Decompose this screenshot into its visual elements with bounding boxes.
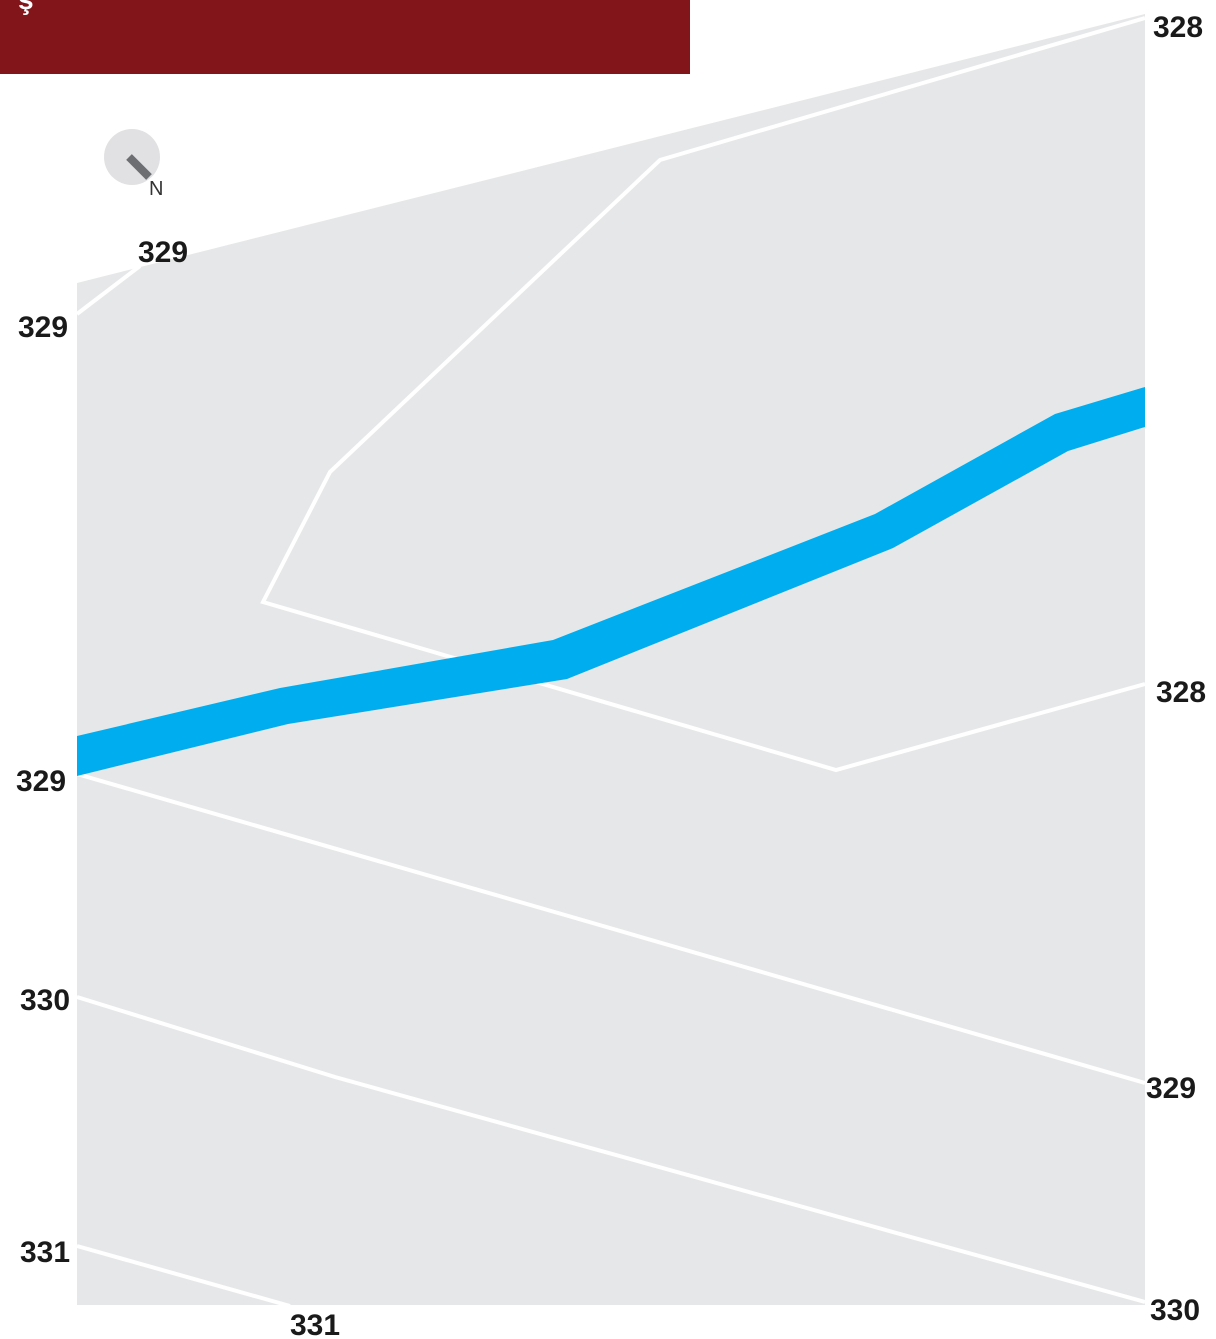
river xyxy=(77,387,1145,776)
contour-line-328-top xyxy=(260,16,1146,773)
contour-label-329-left-upper: 329 xyxy=(18,311,68,344)
contour-label-329-top: 329 xyxy=(138,236,188,269)
contour-line-331 xyxy=(76,1244,291,1308)
north-letter: N xyxy=(149,178,163,200)
map-title: ş xyxy=(18,0,34,16)
contour-label-329-left-mid: 329 xyxy=(16,765,66,798)
contour-label-331-bottom: 331 xyxy=(290,1309,340,1339)
contour-line-329-mid xyxy=(76,772,1146,1085)
contour-label-328-right-mid: 328 xyxy=(1156,676,1206,709)
contour-label-330-left: 330 xyxy=(20,984,70,1017)
title-banner: ş xyxy=(0,0,690,74)
contour-label-329-right: 329 xyxy=(1146,1072,1196,1105)
contour-line-329-top xyxy=(75,264,142,316)
north-arrow-icon: N xyxy=(104,129,163,200)
north-arrow-needle xyxy=(126,154,152,180)
contour-label-331-left: 331 xyxy=(20,1236,70,1269)
contour-label-328-top-right: 328 xyxy=(1153,11,1203,44)
contour-label-330-right: 330 xyxy=(1150,1294,1200,1327)
contour-line-330 xyxy=(76,995,1146,1304)
